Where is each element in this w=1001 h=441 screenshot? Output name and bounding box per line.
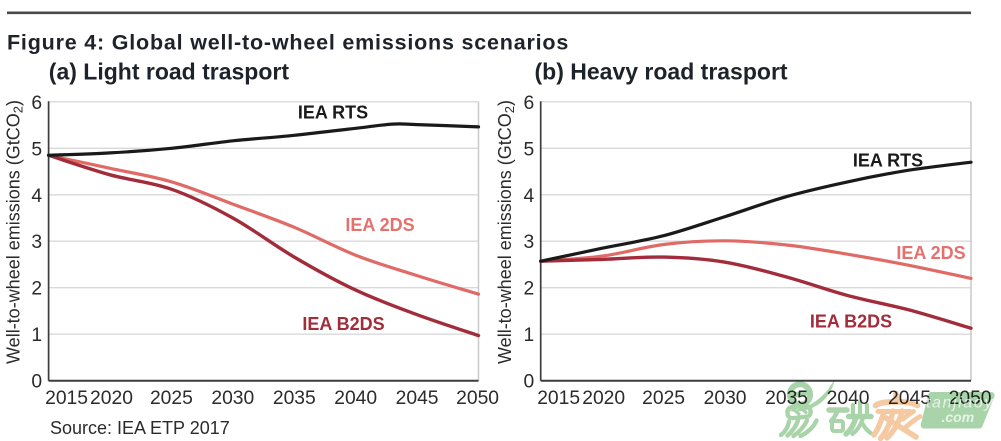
svg-text:(a) Light road trasport: (a) Light road trasport	[49, 59, 290, 85]
svg-text:2015: 2015	[45, 388, 88, 409]
svg-text:IEA B2DS: IEA B2DS	[302, 314, 384, 334]
svg-text:2040: 2040	[827, 388, 870, 409]
svg-text:0: 0	[31, 372, 42, 393]
svg-text:4: 4	[31, 186, 42, 207]
svg-text:Well-to-wheel emissions (GtCO2: Well-to-wheel emissions (GtCO2)	[495, 100, 517, 364]
svg-text:IEA RTS: IEA RTS	[853, 151, 923, 171]
svg-text:1: 1	[523, 325, 534, 346]
svg-text:2045: 2045	[396, 388, 439, 409]
svg-text:2025: 2025	[642, 388, 685, 409]
svg-text:2: 2	[31, 279, 42, 300]
svg-text:2025: 2025	[150, 388, 193, 409]
svg-text:IEA B2DS: IEA B2DS	[810, 312, 892, 332]
svg-text:5: 5	[31, 139, 42, 160]
svg-text:2020: 2020	[582, 388, 625, 409]
svg-text:6: 6	[31, 93, 42, 114]
svg-text:3: 3	[523, 232, 534, 253]
svg-text:IEA RTS: IEA RTS	[298, 103, 368, 123]
svg-text:2: 2	[523, 279, 534, 300]
svg-text:2040: 2040	[334, 388, 377, 409]
svg-text:2020: 2020	[90, 388, 133, 409]
svg-text:Figure 4: Global well-to-wheel: Figure 4: Global well-to-wheel emissions…	[7, 31, 569, 55]
svg-text:IEA 2DS: IEA 2DS	[896, 243, 965, 263]
svg-text:4: 4	[523, 186, 534, 207]
svg-text:2030: 2030	[704, 388, 747, 409]
svg-text:Well-to-wheel emissions (GtCO2: Well-to-wheel emissions (GtCO2)	[3, 100, 25, 364]
svg-text:6: 6	[523, 93, 534, 114]
svg-text:2035: 2035	[765, 388, 808, 409]
svg-text:Source: IEA ETP 2017: Source: IEA ETP 2017	[50, 418, 230, 438]
svg-text:2015: 2015	[537, 388, 580, 409]
svg-text:0: 0	[523, 372, 534, 393]
svg-text:1: 1	[31, 325, 42, 346]
svg-text:(b) Heavy road trasport: (b) Heavy road trasport	[535, 59, 788, 85]
svg-text:3: 3	[31, 232, 42, 253]
svg-text:5: 5	[523, 139, 534, 160]
svg-text:2035: 2035	[273, 388, 316, 409]
svg-text:2045: 2045	[888, 388, 931, 409]
svg-text:IEA 2DS: IEA 2DS	[345, 215, 414, 235]
svg-text:2050: 2050	[949, 388, 992, 409]
svg-text:2050: 2050	[456, 388, 499, 409]
svg-text:2030: 2030	[211, 388, 254, 409]
